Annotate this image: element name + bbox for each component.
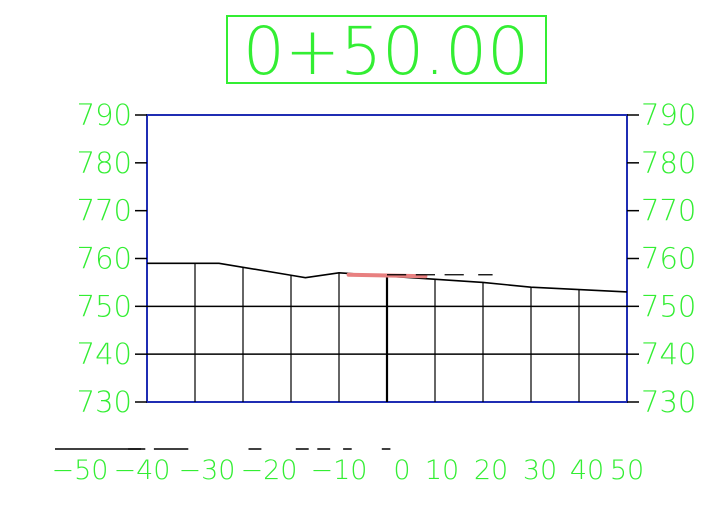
ground-line (147, 262, 628, 293)
y-tick-label-right: 770 (641, 194, 696, 228)
x-tick-label: 30 (523, 455, 557, 486)
right-axis: 790 780 770 760 750 740 730 (627, 98, 696, 419)
station-title-text: 0+50.00 (243, 13, 529, 90)
x-tick-label: 10 (425, 455, 459, 486)
section-vertical-lines (194, 263, 580, 402)
y-tick-label-left: 760 (77, 242, 132, 276)
x-tick-label: 50 (610, 455, 644, 486)
y-tick-label-right: 750 (641, 289, 696, 323)
x-tick-label: −10 (311, 455, 368, 486)
design-grade-line (346, 272, 428, 279)
y-tick-label-left: 740 (77, 337, 132, 371)
station-title-box (226, 15, 547, 84)
left-axis: 790 780 770 760 750 740 730 (77, 98, 147, 419)
x-tick-label: 20 (474, 455, 508, 486)
x-tick-label: −50 (52, 455, 109, 486)
station-title: 0+50.00 (226, 13, 547, 90)
y-tick-label-left: 780 (77, 146, 132, 180)
x-tick-label: −40 (114, 455, 171, 486)
y-tick-label-left: 750 (77, 289, 132, 323)
y-tick-label-left: 730 (77, 385, 132, 419)
y-tick-label-left: 770 (77, 194, 132, 228)
y-tick-label-left: 790 (77, 98, 132, 132)
y-tick-label-right: 740 (641, 337, 696, 371)
x-tick-label: −30 (179, 455, 236, 486)
x-axis-labels: −50 −40 −30 −20 −10 0 10 20 30 40 50 (52, 455, 645, 486)
x-tick-label: 0 (393, 455, 410, 486)
x-tick-label: 40 (570, 455, 604, 486)
series-layer (147, 262, 628, 293)
y-tick-label-right: 730 (641, 385, 696, 419)
y-tick-label-right: 760 (641, 242, 696, 276)
y-tick-label-right: 790 (641, 98, 696, 132)
y-tick-label-right: 780 (641, 146, 696, 180)
x-tick-label: −20 (241, 455, 298, 486)
